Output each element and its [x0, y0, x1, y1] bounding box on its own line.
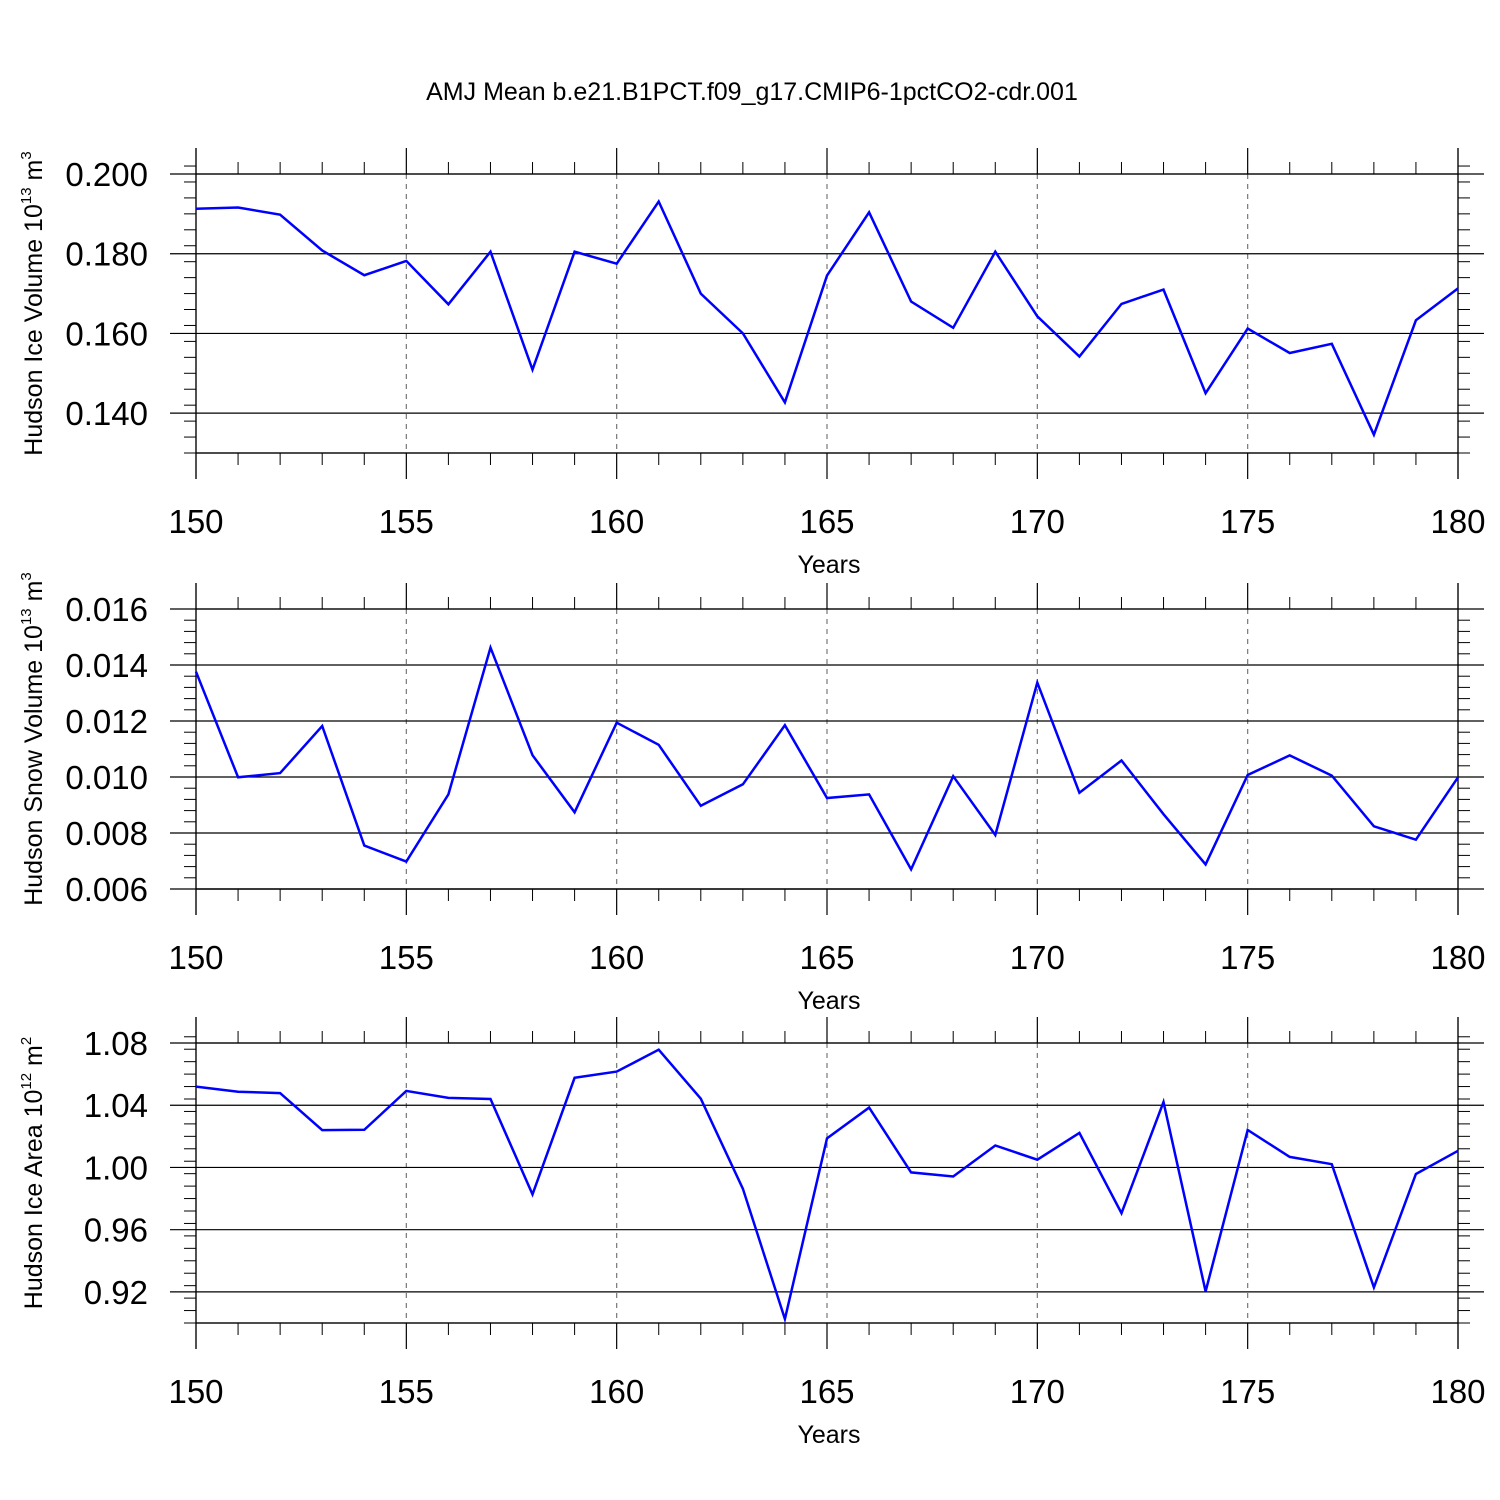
x-tick-label: 150 [168, 939, 223, 976]
x-tick-label: 175 [1220, 503, 1275, 540]
y-tick-label: 1.04 [84, 1087, 148, 1124]
x-tick-label: 165 [799, 1373, 854, 1410]
y-label-main: Hudson Ice Area 10 [20, 1090, 48, 1310]
y-tick-label: 0.92 [84, 1274, 148, 1311]
y-tick-label: 0.160 [65, 315, 148, 352]
y-label-exponent: 13 [18, 187, 35, 204]
x-tick-label: 170 [1010, 503, 1065, 540]
x-tick-label: 150 [168, 1373, 223, 1410]
series-line [195, 1048, 1459, 1324]
y-tick-label: 0.010 [65, 759, 148, 796]
x-tick-label: 160 [589, 1373, 644, 1410]
x-tick-label: 155 [379, 939, 434, 976]
x-tick-label: 160 [589, 503, 644, 540]
y-tick-label: 0.016 [65, 591, 148, 628]
y-label-main: Hudson Ice Volume 10 [20, 204, 48, 456]
x-tick-label: 165 [799, 503, 854, 540]
y-label-exponent: 12 [18, 1073, 35, 1090]
x-tick-label: 160 [589, 939, 644, 976]
series-line [194, 643, 1460, 873]
x-tick-label: 170 [1010, 1373, 1065, 1410]
y-label-unit: m [20, 1045, 48, 1073]
chart-panel-2: 150 155 160 165 170 175 180 0.006 0.008 0.010 0.01… [18, 572, 1486, 1015]
y-label-unit-exponent: 3 [18, 572, 35, 580]
y-axis-label: Hudson Ice Area 1012 m2 [18, 1037, 48, 1309]
panels: 150 155 160 165 170 175 180 0.140 0.160 0.180 0.20… [18, 148, 1486, 1449]
y-tick-label: 0.006 [65, 871, 148, 908]
x-tick-label: 170 [1010, 939, 1065, 976]
y-axis-label: Hudson Snow Volume 1013 m3 [18, 572, 48, 906]
x-tick-label: 150 [168, 503, 223, 540]
x-tick-label: 155 [379, 1373, 434, 1410]
chart-panel-3: 150 155 160 165 170 175 180 0.92 0.96 1.00 1.04 1.0… [18, 1017, 1486, 1449]
y-tick-label: 0.014 [65, 647, 148, 684]
x-axis-label: Years [797, 987, 860, 1015]
x-axis-label: Years [797, 1421, 860, 1449]
figure-title: AMJ Mean b.e21.B1PCT.f09_g17.CMIP6-1pctC… [426, 78, 1078, 106]
x-tick-label: 175 [1220, 1373, 1275, 1410]
y-tick-label: 1.08 [84, 1025, 148, 1062]
y-axis-label: Hudson Ice Volume 1013 m3 [18, 151, 48, 455]
x-tick-label: 155 [379, 503, 434, 540]
y-tick-label: 1.00 [84, 1149, 148, 1186]
y-label-unit-exponent: 3 [18, 151, 35, 159]
y-tick-label: 0.180 [65, 236, 148, 273]
series-line [195, 198, 1459, 438]
y-label-exponent: 13 [18, 608, 35, 625]
y-tick-label: 0.140 [65, 395, 148, 432]
y-tick-label: 0.96 [84, 1212, 148, 1249]
y-label-unit: m [20, 160, 48, 188]
y-tick-label: 0.012 [65, 703, 148, 740]
x-tick-label: 175 [1220, 939, 1275, 976]
y-label-unit-exponent: 2 [18, 1037, 35, 1045]
chart-panel-1: 150 155 160 165 170 175 180 0.140 0.160 0.180 0.20… [18, 148, 1486, 579]
y-tick-label: 0.200 [65, 156, 148, 193]
x-tick-label: 180 [1430, 939, 1485, 976]
y-label-main: Hudson Snow Volume 10 [20, 625, 48, 906]
y-label-unit: m [20, 581, 48, 609]
x-tick-label: 180 [1430, 503, 1485, 540]
y-tick-label: 0.008 [65, 815, 148, 852]
x-tick-label: 165 [799, 939, 854, 976]
x-axis-label: Years [797, 551, 860, 579]
x-tick-label: 180 [1430, 1373, 1485, 1410]
